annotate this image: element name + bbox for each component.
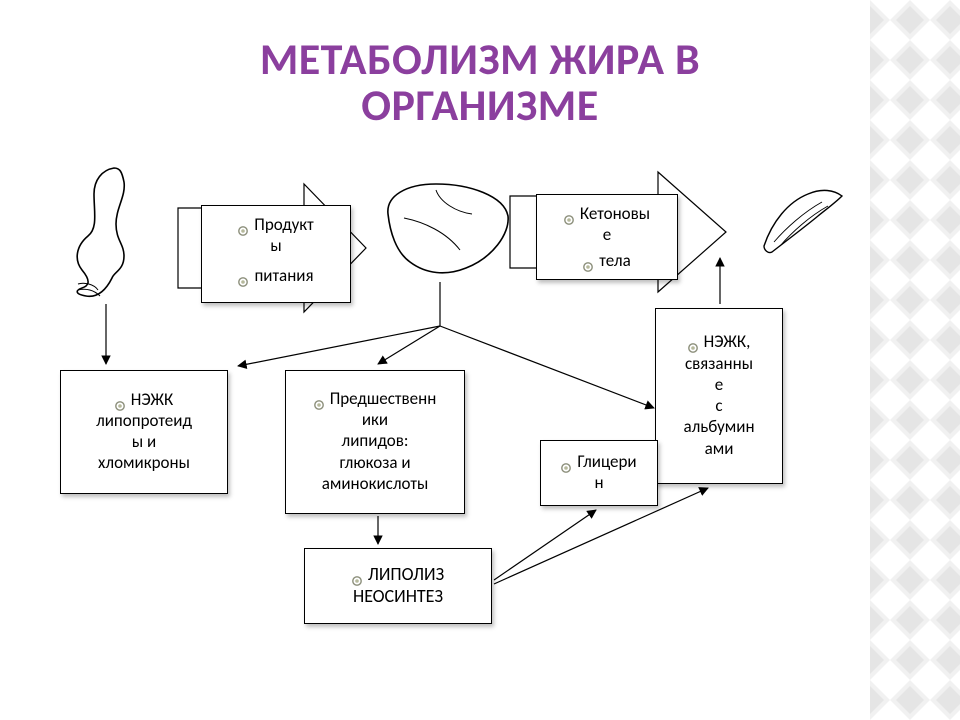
text: Предшественн <box>330 388 437 409</box>
text: аминокислоты <box>322 473 429 494</box>
bullet-icon <box>688 337 698 347</box>
text: е <box>603 224 611 245</box>
text: ы и <box>132 431 156 452</box>
text: тела <box>599 250 630 271</box>
text: НЕОСИНТЕЗ <box>353 585 443 608</box>
text: ики <box>362 409 388 430</box>
slide-background: МЕТАБОЛИЗМ ЖИРА В ОРГАНИЗМЕ Продукт ы пи… <box>0 0 960 720</box>
text: связанны <box>685 353 753 374</box>
text: ы <box>270 235 281 256</box>
bullet-icon <box>583 256 593 266</box>
box-products: Продукт ы питания <box>201 205 351 303</box>
text: ами <box>705 438 734 459</box>
text: Кетоновы <box>580 203 650 224</box>
bullet-icon <box>314 394 324 404</box>
bullet-icon <box>561 457 571 467</box>
text: НЭЖК <box>131 389 173 410</box>
text: с <box>715 395 722 416</box>
box-nefa-chylo: НЭЖК липопротеид ы и хломикроны <box>60 370 228 494</box>
text: хломикроны <box>98 452 190 473</box>
box-lipolysis: ЛИПОЛИЗ НЕОСИНТЕЗ <box>304 548 492 624</box>
bullet-icon <box>115 395 125 405</box>
box-precursors: Предшественн ики липидов: глюкоза и амин… <box>285 370 465 514</box>
bullet-icon <box>238 271 248 281</box>
box-nefa-albumin: НЭЖК, связанны е с альбумин ами <box>655 308 783 484</box>
text: липопротеид <box>96 410 192 431</box>
text: альбумин <box>683 416 754 437</box>
bullet-icon <box>352 569 362 579</box>
text: Глицери <box>577 451 636 472</box>
bullet-icon <box>564 209 574 219</box>
text: ЛИПОЛИЗ <box>368 563 444 586</box>
text: глюкоза и <box>339 452 410 473</box>
text: липидов: <box>342 430 409 451</box>
text: НЭЖК, <box>704 331 751 352</box>
bullet-icon <box>238 220 248 230</box>
box-glycerin: Глицери н <box>540 440 658 506</box>
box-ketones: Кетоновы е тела <box>536 194 678 280</box>
text: питания <box>254 265 313 286</box>
text: н <box>594 472 603 493</box>
text: Продукт <box>254 214 314 235</box>
text: е <box>715 374 723 395</box>
